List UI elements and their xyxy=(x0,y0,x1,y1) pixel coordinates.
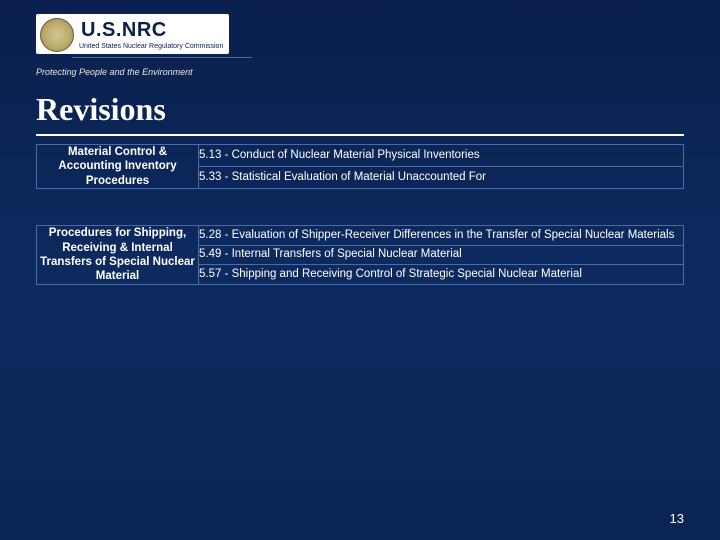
page-number: 13 xyxy=(670,511,684,526)
category-cell: Material Control & Accounting Inventory … xyxy=(37,145,199,189)
content-area: Material Control & Accounting Inventory … xyxy=(0,136,720,285)
logo-tagline: Protecting People and the Environment xyxy=(0,64,720,77)
logo-text-group: U.S.NRC United States Nuclear Regulatory… xyxy=(79,18,223,50)
page-title: Revisions xyxy=(0,77,720,134)
logo-block: U.S.NRC United States Nuclear Regulatory… xyxy=(36,14,229,54)
item-cell: 5.57 - Shipping and Receiving Control of… xyxy=(199,265,684,285)
logo-sub-text: United States Nuclear Regulatory Commiss… xyxy=(79,43,223,50)
item-cell: 5.49 - Internal Transfers of Special Nuc… xyxy=(199,245,684,265)
category-cell: Procedures for Shipping, Receiving & Int… xyxy=(37,226,199,285)
nrc-seal-icon xyxy=(40,18,74,52)
logo-main-text: U.S.NRC xyxy=(79,18,223,41)
item-cell: 5.33 - Statistical Evaluation of Materia… xyxy=(199,167,684,189)
item-cell: 5.28 - Evaluation of Shipper-Receiver Di… xyxy=(199,226,684,246)
section-table-2: Procedures for Shipping, Receiving & Int… xyxy=(36,225,684,285)
section-table-1: Material Control & Accounting Inventory … xyxy=(36,144,684,189)
item-cell: 5.13 - Conduct of Nuclear Material Physi… xyxy=(199,145,684,167)
logo-divider xyxy=(72,57,252,58)
logo-area: U.S.NRC United States Nuclear Regulatory… xyxy=(0,0,720,64)
